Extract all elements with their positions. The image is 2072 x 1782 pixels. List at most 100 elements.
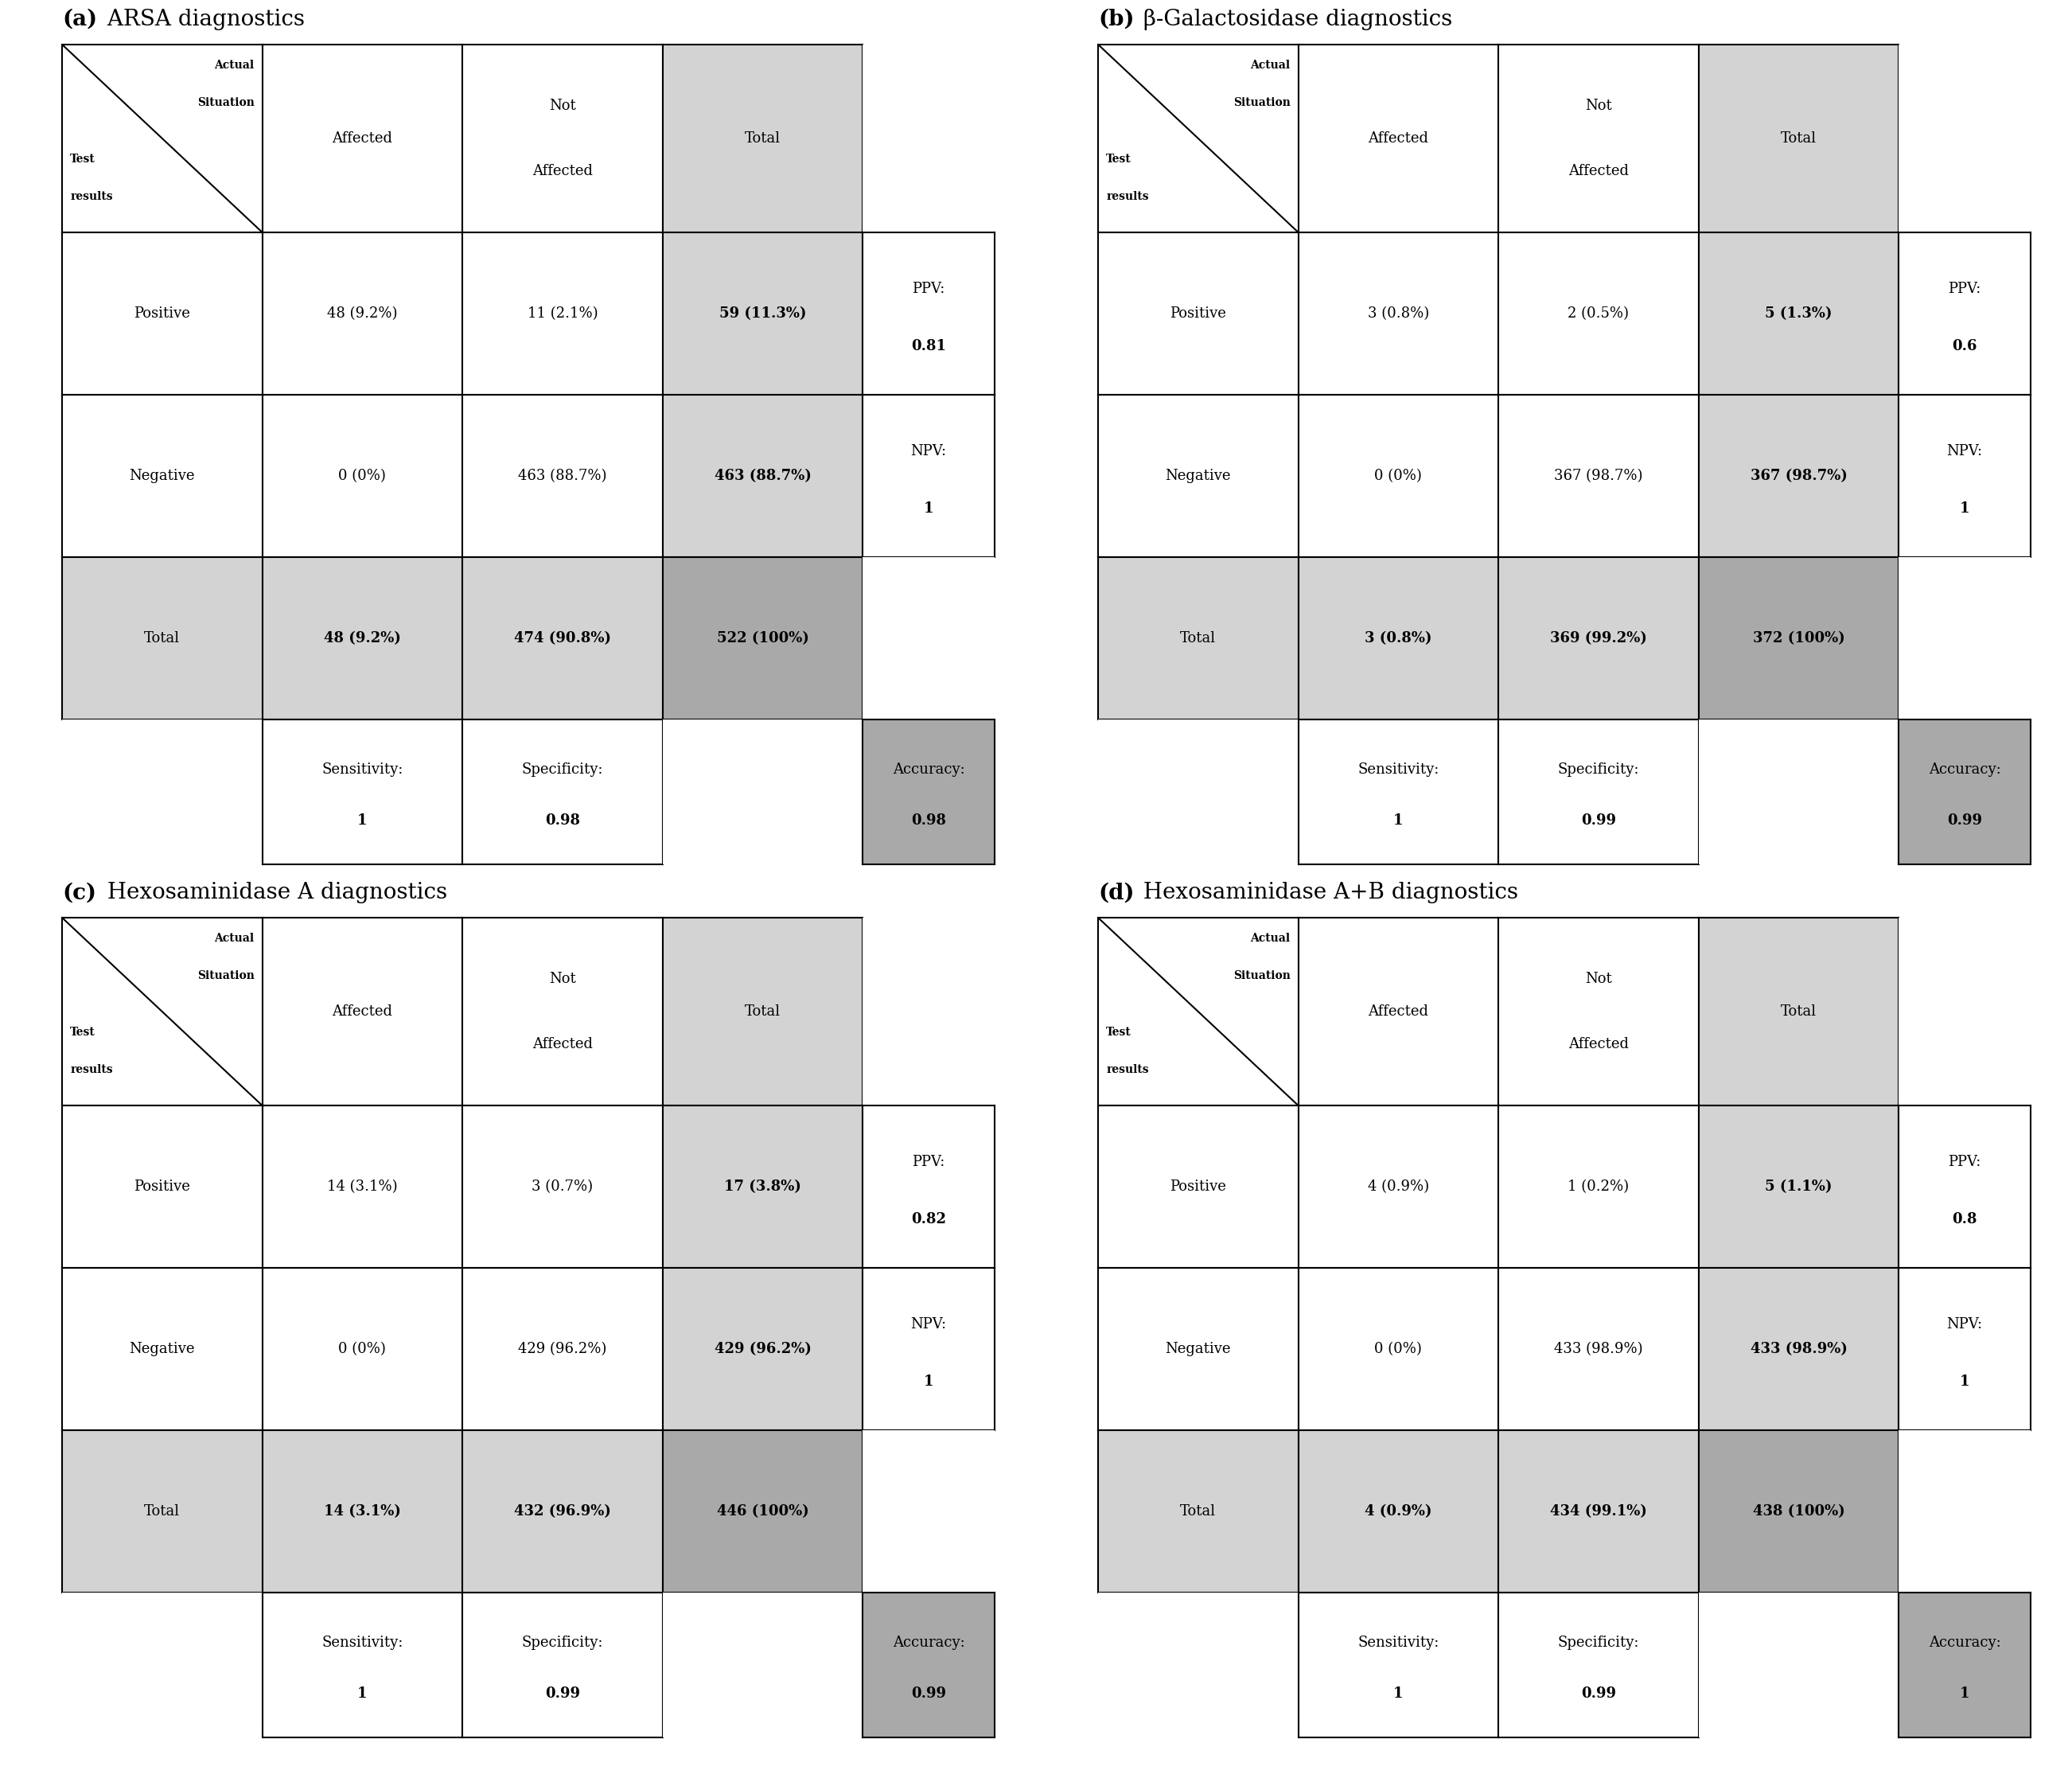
Text: NPV:: NPV: <box>1948 1317 1983 1331</box>
Text: Total: Total <box>145 631 180 645</box>
Text: Accuracy:: Accuracy: <box>1929 763 2002 777</box>
Text: 1: 1 <box>1960 1688 1970 1702</box>
Text: ARSA diagnostics: ARSA diagnostics <box>102 9 305 30</box>
Text: Sensitivity:: Sensitivity: <box>1357 1636 1440 1650</box>
Text: results: results <box>70 1064 112 1075</box>
Text: 438 (100%): 438 (100%) <box>1753 1504 1844 1518</box>
Text: Positive: Positive <box>135 307 191 321</box>
Text: (a): (a) <box>62 9 97 30</box>
Text: 59 (11.3%): 59 (11.3%) <box>719 307 806 321</box>
Text: 4 (0.9%): 4 (0.9%) <box>1368 1180 1430 1194</box>
Text: Not: Not <box>549 971 576 985</box>
Text: Affected: Affected <box>533 164 593 178</box>
Text: β-Galactosidase diagnostics: β-Galactosidase diagnostics <box>1138 9 1452 30</box>
Text: Total: Total <box>1780 1005 1817 1019</box>
Text: results: results <box>1106 1064 1148 1075</box>
Text: 429 (96.2%): 429 (96.2%) <box>518 1342 607 1356</box>
Text: 433 (98.9%): 433 (98.9%) <box>1751 1342 1846 1356</box>
Text: 0.6: 0.6 <box>1952 339 1977 353</box>
Text: Sensitivity:: Sensitivity: <box>321 763 404 777</box>
Text: 474 (90.8%): 474 (90.8%) <box>514 631 611 645</box>
Text: Total: Total <box>1181 631 1216 645</box>
Text: Negative: Negative <box>1164 1342 1231 1356</box>
Text: 0.82: 0.82 <box>912 1212 947 1226</box>
Text: 429 (96.2%): 429 (96.2%) <box>715 1342 810 1356</box>
Text: Accuracy:: Accuracy: <box>893 763 966 777</box>
Text: Sensitivity:: Sensitivity: <box>1357 763 1440 777</box>
Text: 0.8: 0.8 <box>1952 1212 1977 1226</box>
Text: Negative: Negative <box>128 469 195 483</box>
Text: 1: 1 <box>1392 814 1403 829</box>
Text: Actual: Actual <box>213 932 255 944</box>
Text: PPV:: PPV: <box>1948 282 1981 296</box>
Text: 463 (88.7%): 463 (88.7%) <box>518 469 607 483</box>
Text: 3 (0.7%): 3 (0.7%) <box>533 1180 593 1194</box>
Text: 0.81: 0.81 <box>912 339 947 353</box>
Text: Total: Total <box>744 1005 781 1019</box>
Text: 0.98: 0.98 <box>912 814 947 829</box>
Text: 0.99: 0.99 <box>1581 1688 1616 1702</box>
Text: 367 (98.7%): 367 (98.7%) <box>1554 469 1643 483</box>
Text: Negative: Negative <box>128 1342 195 1356</box>
Text: Actual: Actual <box>1249 59 1291 71</box>
Text: 14 (3.1%): 14 (3.1%) <box>323 1504 400 1518</box>
Text: Specificity:: Specificity: <box>522 763 603 777</box>
Text: Sensitivity:: Sensitivity: <box>321 1636 404 1650</box>
Text: Test: Test <box>1106 153 1131 164</box>
Text: Hexosaminidase A diagnostics: Hexosaminidase A diagnostics <box>102 882 448 903</box>
Text: NPV:: NPV: <box>912 444 947 458</box>
Text: Affected: Affected <box>332 132 392 146</box>
Text: 1: 1 <box>1960 501 1970 515</box>
Text: PPV:: PPV: <box>1948 1155 1981 1169</box>
Text: 0 (0%): 0 (0%) <box>338 469 385 483</box>
Text: Positive: Positive <box>1171 1180 1227 1194</box>
Text: 5 (1.1%): 5 (1.1%) <box>1765 1180 1832 1194</box>
Text: Accuracy:: Accuracy: <box>1929 1636 2002 1650</box>
Text: 3 (0.8%): 3 (0.8%) <box>1365 631 1432 645</box>
Text: 446 (100%): 446 (100%) <box>717 1504 808 1518</box>
Text: Test: Test <box>70 153 95 164</box>
Text: Specificity:: Specificity: <box>1558 763 1639 777</box>
Text: Not: Not <box>1585 98 1612 112</box>
Text: Total: Total <box>744 132 781 146</box>
Text: Test: Test <box>70 1026 95 1037</box>
Text: 0 (0%): 0 (0%) <box>1374 1342 1421 1356</box>
Text: Total: Total <box>145 1504 180 1518</box>
Text: 463 (88.7%): 463 (88.7%) <box>715 469 810 483</box>
Text: results: results <box>70 191 112 201</box>
Text: 4 (0.9%): 4 (0.9%) <box>1365 1504 1432 1518</box>
Text: Total: Total <box>1780 132 1817 146</box>
Text: Not: Not <box>549 98 576 112</box>
Text: Test: Test <box>1106 1026 1131 1037</box>
Text: 0.98: 0.98 <box>545 814 580 829</box>
Text: Affected: Affected <box>332 1005 392 1019</box>
Text: Accuracy:: Accuracy: <box>893 1636 966 1650</box>
Text: 11 (2.1%): 11 (2.1%) <box>526 307 599 321</box>
Text: (b): (b) <box>1098 9 1133 30</box>
Text: Actual: Actual <box>1249 932 1291 944</box>
Text: Affected: Affected <box>1569 1037 1629 1051</box>
Text: results: results <box>1106 191 1148 201</box>
Text: Situation: Situation <box>1233 971 1291 982</box>
Text: 372 (100%): 372 (100%) <box>1753 631 1844 645</box>
Text: Positive: Positive <box>1171 307 1227 321</box>
Text: Not: Not <box>1585 971 1612 985</box>
Text: 432 (96.9%): 432 (96.9%) <box>514 1504 611 1518</box>
Text: NPV:: NPV: <box>912 1317 947 1331</box>
Text: 14 (3.1%): 14 (3.1%) <box>327 1180 398 1194</box>
Text: Actual: Actual <box>213 59 255 71</box>
Text: 17 (3.8%): 17 (3.8%) <box>723 1180 802 1194</box>
Text: 1: 1 <box>356 1688 367 1702</box>
Text: Hexosaminidase A+B diagnostics: Hexosaminidase A+B diagnostics <box>1138 882 1519 903</box>
Text: PPV:: PPV: <box>912 282 945 296</box>
Text: NPV:: NPV: <box>1948 444 1983 458</box>
Text: Situation: Situation <box>1233 98 1291 109</box>
Text: 48 (9.2%): 48 (9.2%) <box>323 631 400 645</box>
Text: 367 (98.7%): 367 (98.7%) <box>1751 469 1846 483</box>
Text: Situation: Situation <box>197 98 255 109</box>
Text: (d): (d) <box>1098 882 1133 903</box>
Text: 1: 1 <box>1960 1374 1970 1388</box>
Text: 433 (98.9%): 433 (98.9%) <box>1554 1342 1643 1356</box>
Text: Affected: Affected <box>1368 1005 1428 1019</box>
Text: Affected: Affected <box>533 1037 593 1051</box>
